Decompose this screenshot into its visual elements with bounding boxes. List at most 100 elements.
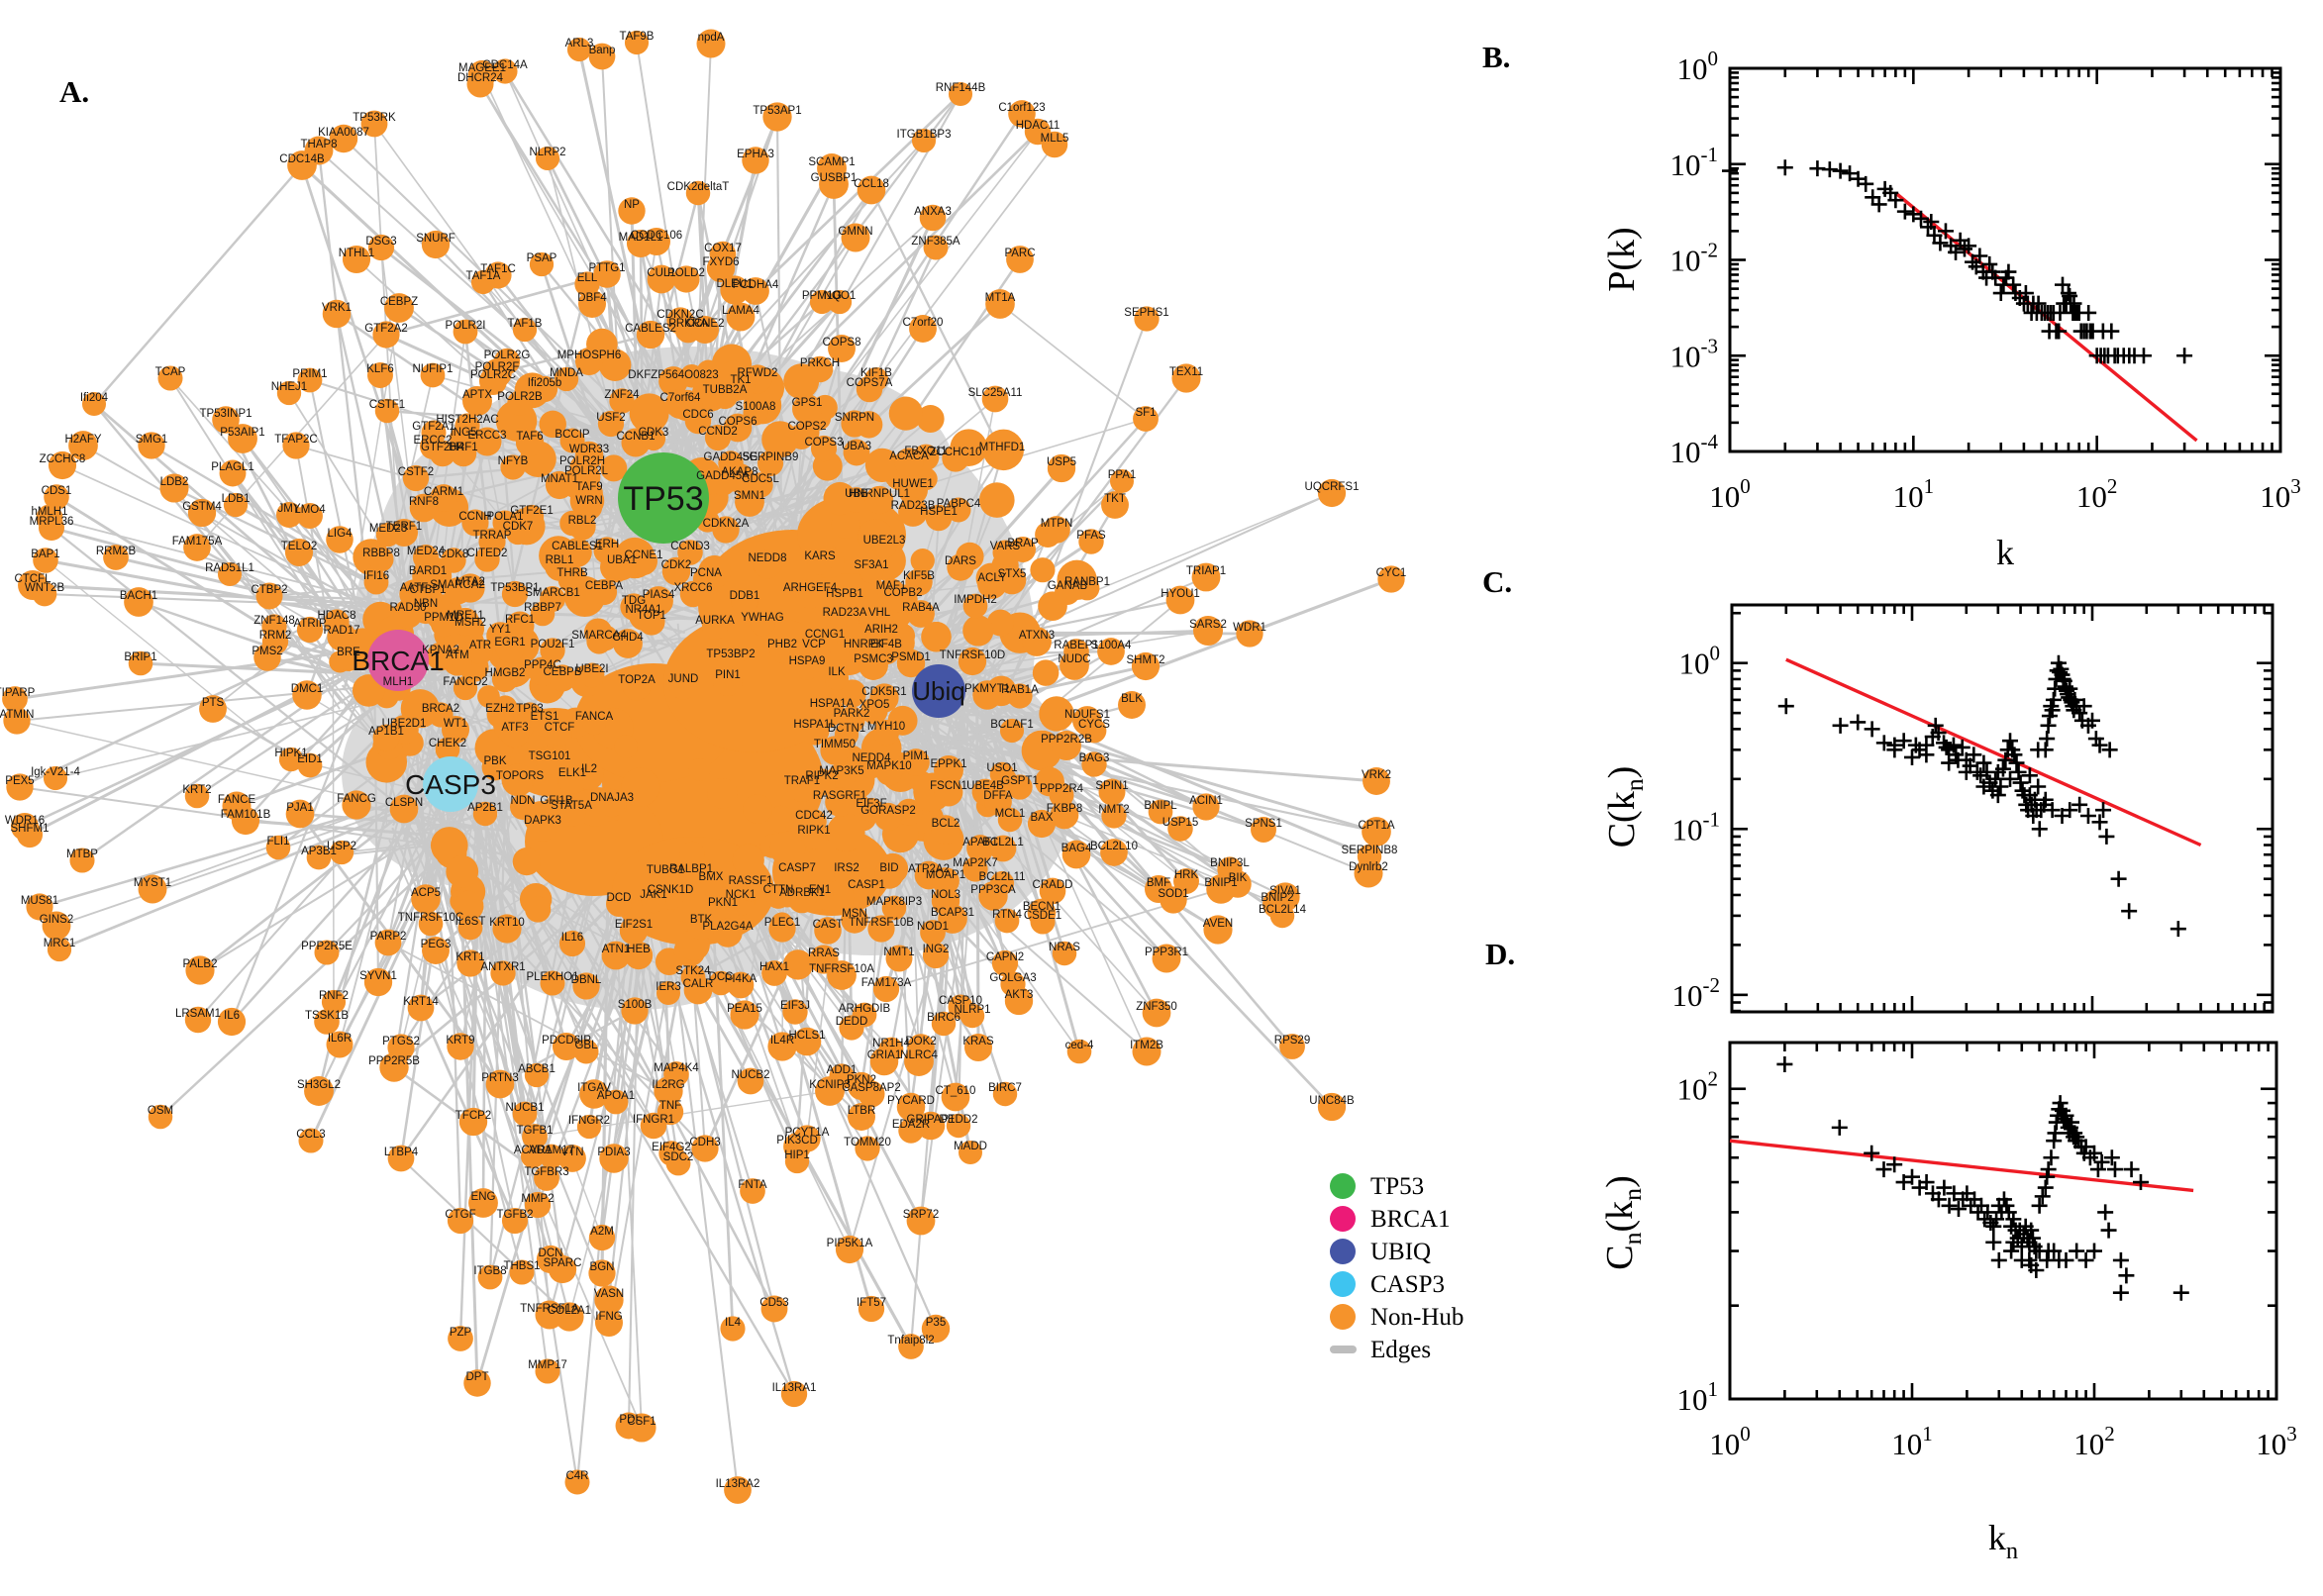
node-label: DMC1 bbox=[291, 683, 324, 695]
non-hub-node bbox=[278, 747, 304, 772]
non-hub-node bbox=[709, 468, 737, 496]
non-hub-node bbox=[878, 1037, 904, 1062]
axis-label: kn​ bbox=[1988, 1518, 2018, 1564]
node-label: YWHAG bbox=[741, 612, 784, 624]
non-hub-node bbox=[1039, 877, 1066, 905]
node-label: POLR2I bbox=[446, 320, 486, 332]
network-edge bbox=[339, 726, 424, 1046]
node-label: BCL2 bbox=[932, 818, 960, 830]
non-hub-node bbox=[1081, 751, 1107, 777]
node-label: RBBP7 bbox=[524, 602, 561, 614]
non-hub-node bbox=[896, 648, 926, 678]
node-label: POLR2L bbox=[564, 465, 609, 477]
non-hub-node bbox=[522, 1124, 548, 1149]
node-label: COPS6 bbox=[719, 416, 758, 428]
node-label: PDCD6IP bbox=[542, 1035, 591, 1047]
node-label: CUL1 bbox=[647, 267, 675, 279]
non-hub-node bbox=[871, 534, 897, 559]
tick-label: 10-1 bbox=[1670, 143, 1719, 182]
node-label: TNF bbox=[659, 1100, 681, 1112]
non-hub-node bbox=[446, 854, 479, 888]
node-label: C7orf64 bbox=[660, 392, 702, 404]
node-label: CASP1 bbox=[848, 879, 885, 891]
node-label: FNTA bbox=[738, 1179, 767, 1191]
non-hub-node bbox=[276, 380, 302, 406]
node-label: PARP2 bbox=[370, 931, 407, 943]
panel-a-label: A. bbox=[59, 74, 90, 109]
node-label: TFCP2 bbox=[455, 1110, 491, 1122]
node-label: HSPA9 bbox=[789, 655, 826, 667]
non-hub-node bbox=[68, 431, 98, 460]
non-hub-node bbox=[276, 502, 302, 528]
non-hub-node bbox=[828, 335, 856, 362]
node-label: RNF8 bbox=[409, 496, 439, 508]
non-hub-node bbox=[1317, 478, 1347, 508]
node-label: BAG4 bbox=[1061, 843, 1092, 854]
network-edge bbox=[399, 825, 454, 1159]
node-label: PPP4C bbox=[524, 659, 561, 671]
node-label: APOA1 bbox=[597, 1090, 635, 1102]
node-label: HYOU1 bbox=[1161, 588, 1200, 600]
non-hub-node bbox=[874, 859, 904, 889]
node-label: CCNE2 bbox=[686, 318, 725, 330]
non-hub-node bbox=[713, 918, 743, 948]
non-hub-node bbox=[1060, 650, 1089, 680]
node-label: KCNIP3 bbox=[809, 1079, 851, 1091]
node-label: GRIA1 bbox=[867, 1049, 902, 1061]
node-label: KIAA0087 bbox=[318, 127, 369, 139]
node-label: GUSBP1 bbox=[811, 172, 858, 184]
non-hub-node bbox=[231, 806, 260, 836]
node-label: TAF9 bbox=[575, 481, 602, 493]
node-label: SIVA1 bbox=[1269, 885, 1301, 897]
node-label: PKMYT1 bbox=[964, 683, 1010, 695]
non-hub-node bbox=[1152, 944, 1181, 973]
node-label: Banp bbox=[589, 45, 616, 56]
node-label: SPNS1 bbox=[1245, 818, 1282, 830]
non-hub-node bbox=[576, 1114, 602, 1140]
non-hub-node bbox=[1101, 803, 1127, 829]
node-label: HIP1 bbox=[784, 1149, 810, 1161]
node-label: GSPT1 bbox=[1001, 775, 1039, 787]
node-label: ZNF350 bbox=[1136, 1001, 1177, 1013]
node-label: WDR1 bbox=[1233, 622, 1266, 634]
node-label: SMARCA4 bbox=[571, 630, 627, 642]
node-label: HSPA1L bbox=[793, 719, 837, 731]
non-hub-node bbox=[860, 697, 888, 725]
node-label: MRPL36 bbox=[30, 516, 74, 528]
node-label: CTCF bbox=[545, 722, 575, 734]
node-label: SMG1 bbox=[136, 434, 168, 446]
network-edge bbox=[463, 331, 502, 637]
node-label: MAF1 bbox=[876, 580, 907, 592]
network-edge bbox=[387, 942, 669, 1092]
node-label: GSTM4 bbox=[182, 501, 222, 513]
non-hub-node bbox=[372, 724, 400, 751]
non-hub-node bbox=[374, 929, 402, 956]
non-hub-node bbox=[795, 579, 825, 609]
non-hub-node bbox=[520, 1144, 546, 1169]
node-label: HSPA1A bbox=[810, 698, 855, 710]
node-label: PRIM1 bbox=[292, 368, 327, 380]
node-label: USP15 bbox=[1162, 817, 1198, 829]
node-label: CDC6 bbox=[682, 409, 713, 421]
non-hub-node bbox=[807, 549, 833, 575]
node-label: PEA15 bbox=[727, 1003, 762, 1015]
node-label: TP53INP1 bbox=[199, 408, 252, 420]
node-label: POLR2C bbox=[470, 369, 516, 381]
node-label: COPS8 bbox=[823, 337, 861, 349]
non-hub-node bbox=[1043, 516, 1070, 544]
node-label: npdA bbox=[698, 32, 725, 44]
node-label: PEG3 bbox=[421, 939, 452, 950]
non-hub-node bbox=[1007, 683, 1033, 709]
node-label: IL2 bbox=[581, 763, 597, 775]
non-hub-node bbox=[782, 999, 808, 1025]
non-hub-node bbox=[997, 565, 1027, 595]
non-hub-node bbox=[853, 877, 880, 905]
non-hub-node bbox=[537, 749, 562, 775]
node-label: TAF1A bbox=[466, 270, 501, 282]
node-label: TOMM20 bbox=[844, 1137, 891, 1148]
non-hub-node bbox=[389, 518, 419, 548]
non-hub-node bbox=[640, 1112, 667, 1140]
plot-B: 100 10-1 10-2 10-3 10-4 100 101 102 103 P(k) k bbox=[1601, 47, 2301, 569]
node-label: PPM1G bbox=[802, 290, 842, 302]
non-hub-node bbox=[477, 685, 500, 708]
